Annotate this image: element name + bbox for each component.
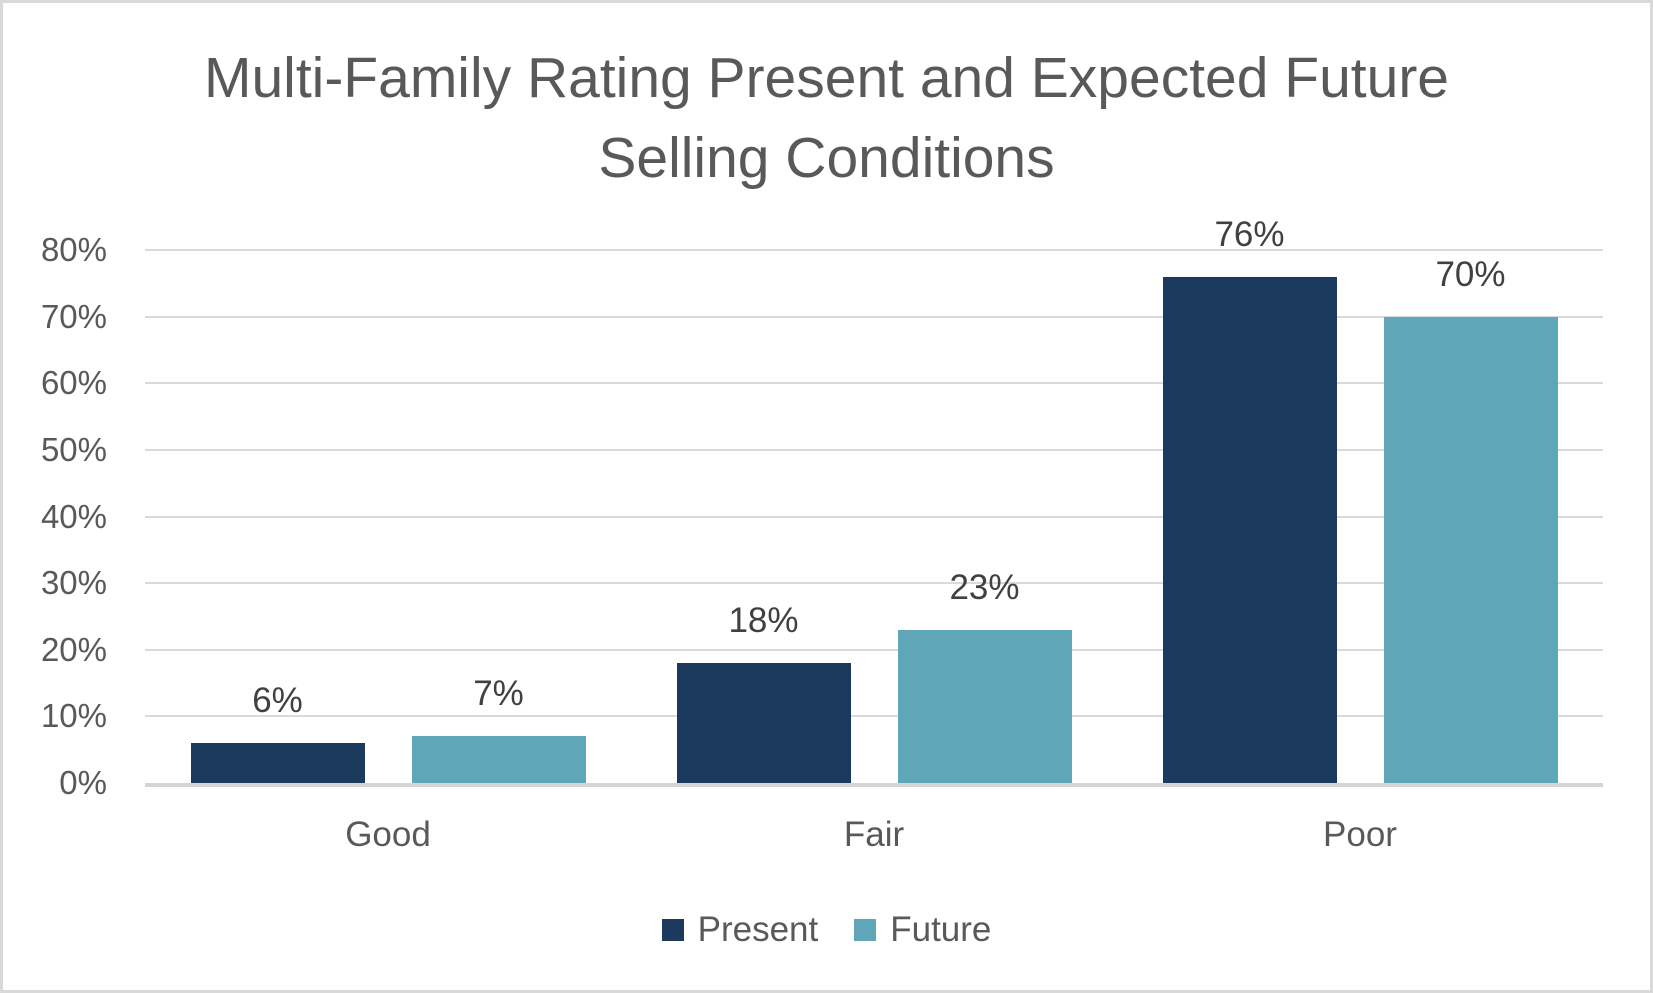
chart-title-line-2: Selling Conditions (598, 126, 1055, 190)
chart-title: Multi-Family Rating Present and Expected… (3, 38, 1650, 198)
chart-title-line-1: Multi-Family Rating Present and Expected… (203, 46, 1450, 110)
legend-swatch-icon (854, 919, 877, 941)
bar-future-fair (897, 630, 1072, 783)
y-tick-label: 50% (40, 430, 107, 468)
data-label: 7% (473, 674, 524, 713)
legend-swatch-icon (661, 919, 684, 941)
y-tick-label: 80% (40, 231, 107, 268)
data-label: 76% (1214, 215, 1285, 254)
bar-future-poor (1383, 317, 1558, 783)
legend: Present Future (3, 908, 1650, 952)
bar-present-fair (676, 663, 851, 783)
legend-item-present: Present (661, 910, 819, 950)
legend-label: Future (890, 910, 992, 949)
legend-item-future: Future (854, 910, 991, 950)
legend-label: Present (697, 910, 819, 949)
gridline (145, 582, 1603, 585)
y-tick-label: 0% (59, 764, 107, 801)
y-tick-label: 60% (40, 364, 107, 402)
bar-present-poor (1162, 277, 1337, 783)
y-tick-label: 40% (40, 497, 107, 535)
y-tick-label: 30% (40, 564, 107, 602)
data-label: 6% (252, 681, 303, 720)
x-tick-label: Poor (1323, 815, 1397, 854)
x-tick-label: Good (345, 815, 431, 854)
data-label: 18% (728, 601, 799, 640)
gridline (145, 249, 1603, 251)
y-tick-label: 10% (40, 697, 107, 735)
gridline (145, 715, 1603, 718)
gridline (145, 448, 1603, 451)
data-label: 23% (949, 568, 1020, 607)
x-tick-label: Fair (843, 815, 905, 854)
gridline (145, 648, 1603, 651)
bar-future-good (411, 736, 586, 783)
x-axis-line (145, 783, 1603, 787)
data-label: 70% (1435, 255, 1506, 294)
bar-present-good (190, 743, 365, 783)
y-tick-label: 20% (40, 630, 107, 668)
gridline (145, 382, 1603, 385)
y-tick-label: 70% (40, 297, 107, 335)
gridline (145, 515, 1603, 518)
gridline (145, 315, 1603, 318)
